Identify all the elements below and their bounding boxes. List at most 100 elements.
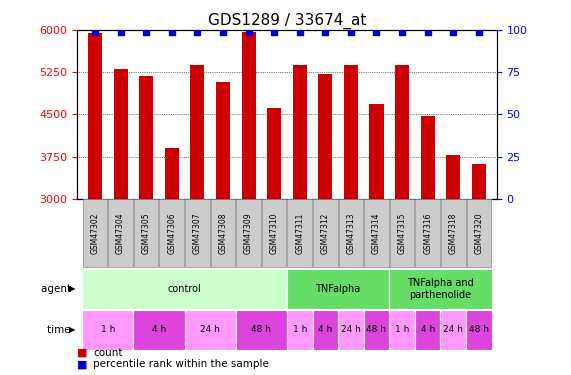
Bar	[318, 74, 332, 367]
Text: 1 h: 1 h	[395, 326, 409, 334]
Bar	[421, 116, 435, 368]
Title: GDS1289 / 33674_at: GDS1289 / 33674_at	[208, 12, 366, 28]
Text: GSM47320: GSM47320	[475, 213, 484, 254]
FancyBboxPatch shape	[82, 310, 134, 350]
Text: GSM47302: GSM47302	[90, 213, 99, 254]
FancyBboxPatch shape	[441, 200, 465, 267]
Text: GSM47305: GSM47305	[142, 213, 151, 254]
Point	[142, 29, 151, 35]
Text: GSM47315: GSM47315	[397, 213, 407, 254]
Bar	[446, 155, 460, 368]
Bar	[190, 65, 204, 368]
Bar	[472, 164, 486, 368]
FancyBboxPatch shape	[262, 200, 287, 267]
Text: GSM47304: GSM47304	[116, 213, 125, 254]
Point	[244, 29, 253, 35]
Text: GSM47313: GSM47313	[347, 213, 355, 254]
FancyBboxPatch shape	[467, 200, 491, 267]
Text: GSM47314: GSM47314	[372, 213, 381, 254]
Text: 24 h: 24 h	[341, 326, 361, 334]
Text: 1 h: 1 h	[292, 326, 307, 334]
Bar	[88, 33, 102, 368]
Bar	[216, 82, 230, 368]
Point	[347, 29, 356, 35]
Point	[423, 29, 432, 35]
FancyBboxPatch shape	[236, 310, 287, 350]
Bar	[114, 69, 128, 368]
FancyBboxPatch shape	[338, 310, 364, 350]
Text: 4 h: 4 h	[421, 326, 435, 334]
Text: GSM47312: GSM47312	[321, 213, 330, 254]
Text: ■: ■	[77, 359, 91, 369]
FancyBboxPatch shape	[185, 200, 210, 267]
FancyBboxPatch shape	[415, 310, 440, 350]
Text: count: count	[93, 348, 123, 358]
Text: GSM47318: GSM47318	[449, 213, 458, 254]
FancyBboxPatch shape	[108, 200, 133, 267]
Text: ▶: ▶	[69, 326, 75, 334]
Text: GSM47309: GSM47309	[244, 213, 253, 254]
Text: 4 h: 4 h	[152, 326, 166, 334]
FancyBboxPatch shape	[389, 268, 492, 309]
FancyBboxPatch shape	[389, 310, 415, 350]
FancyBboxPatch shape	[440, 310, 466, 350]
Text: 24 h: 24 h	[200, 326, 220, 334]
Bar	[369, 104, 384, 368]
Text: agent: agent	[41, 284, 74, 294]
FancyBboxPatch shape	[211, 200, 235, 267]
FancyBboxPatch shape	[312, 310, 338, 350]
FancyBboxPatch shape	[287, 310, 312, 350]
Point	[90, 29, 99, 35]
Point	[167, 29, 176, 35]
Text: GSM47306: GSM47306	[167, 213, 176, 254]
Point	[372, 29, 381, 35]
FancyBboxPatch shape	[390, 200, 415, 267]
Text: control: control	[168, 284, 202, 294]
Point	[321, 29, 330, 35]
FancyBboxPatch shape	[184, 310, 236, 350]
Bar	[293, 65, 307, 368]
FancyBboxPatch shape	[287, 268, 389, 309]
Text: 48 h: 48 h	[367, 326, 387, 334]
Text: 48 h: 48 h	[251, 326, 271, 334]
Point	[218, 29, 227, 35]
FancyBboxPatch shape	[82, 268, 287, 309]
Text: GSM47308: GSM47308	[219, 213, 227, 254]
Bar	[395, 65, 409, 368]
Bar	[267, 108, 281, 368]
FancyBboxPatch shape	[364, 200, 389, 267]
Bar	[139, 76, 153, 367]
Text: time: time	[47, 325, 74, 335]
Text: 4 h: 4 h	[318, 326, 332, 334]
FancyBboxPatch shape	[236, 200, 261, 267]
Text: 24 h: 24 h	[443, 326, 463, 334]
FancyBboxPatch shape	[466, 310, 492, 350]
Text: GSM47311: GSM47311	[295, 213, 304, 254]
Point	[397, 29, 407, 35]
Text: ■: ■	[77, 348, 91, 358]
Text: GSM47316: GSM47316	[423, 213, 432, 254]
FancyBboxPatch shape	[134, 310, 184, 350]
Text: 48 h: 48 h	[469, 326, 489, 334]
FancyBboxPatch shape	[313, 200, 337, 267]
Text: GSM47307: GSM47307	[193, 213, 202, 254]
Text: TNFalpha and
parthenolide: TNFalpha and parthenolide	[407, 278, 474, 300]
FancyBboxPatch shape	[134, 200, 159, 267]
Text: TNFalpha: TNFalpha	[316, 284, 361, 294]
FancyBboxPatch shape	[287, 200, 312, 267]
FancyBboxPatch shape	[339, 200, 363, 267]
Bar	[164, 148, 179, 368]
FancyBboxPatch shape	[364, 310, 389, 350]
Text: 1 h: 1 h	[100, 326, 115, 334]
Point	[270, 29, 279, 35]
Point	[116, 29, 125, 35]
Point	[295, 29, 304, 35]
FancyBboxPatch shape	[159, 200, 184, 267]
Point	[449, 29, 458, 35]
FancyBboxPatch shape	[83, 200, 107, 267]
FancyBboxPatch shape	[415, 200, 440, 267]
Bar	[242, 32, 256, 368]
Bar	[344, 65, 358, 368]
Point	[475, 29, 484, 35]
Text: percentile rank within the sample: percentile rank within the sample	[93, 359, 269, 369]
